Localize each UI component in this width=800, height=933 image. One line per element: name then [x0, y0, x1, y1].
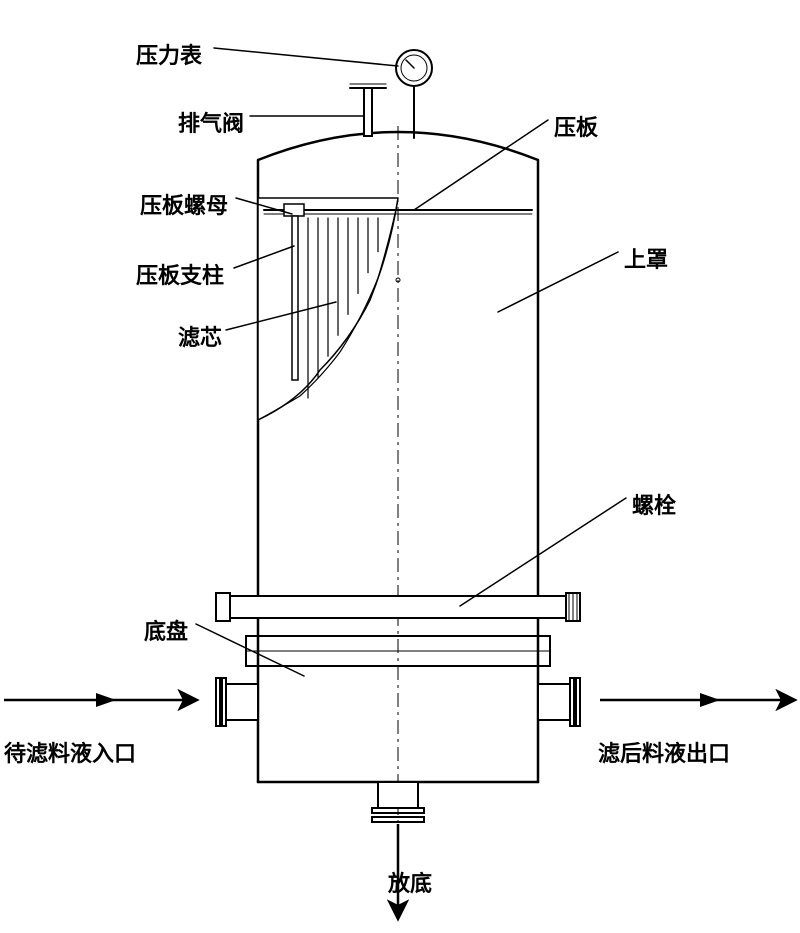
label-press_plate_post: 压板支柱 — [136, 258, 224, 290]
label-pressure_gauge: 压力表 — [136, 38, 202, 70]
label-upper_cover: 上罩 — [624, 242, 668, 274]
label-inlet: 待滤料液入口 — [4, 736, 136, 768]
label-bolt: 螺栓 — [632, 488, 676, 520]
label-exhaust_valve: 排气阀 — [178, 106, 244, 138]
label-filter_core: 滤芯 — [178, 320, 222, 352]
label-drain: 放底 — [388, 866, 432, 898]
label-press_plate_nut: 压板螺母 — [140, 188, 228, 220]
label-base_plate: 底盘 — [144, 614, 188, 646]
label-press_plate: 压板 — [554, 110, 598, 142]
label-outlet: 滤后料液出口 — [598, 736, 730, 768]
